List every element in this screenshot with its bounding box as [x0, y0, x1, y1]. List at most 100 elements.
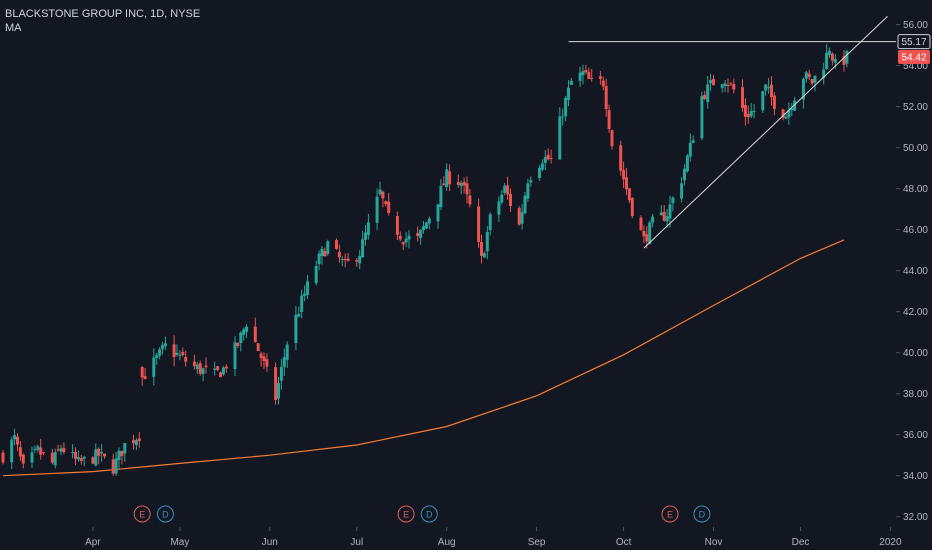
candle: [306, 274, 309, 299]
candle: [381, 190, 385, 208]
earnings-marker[interactable]: E: [397, 505, 415, 523]
candle: [239, 331, 243, 352]
candle-body: [274, 367, 278, 400]
candle-body: [323, 251, 327, 257]
price-axis[interactable]: 32.00 34.00 36.00 38.00 40.00 42.00 44.00 46.00…: [896, 20, 928, 523]
candle-body: [691, 140, 695, 143]
marker-circle: [420, 505, 438, 523]
candle-body: [456, 182, 460, 185]
candle-body: [74, 452, 77, 459]
candle-body: [671, 197, 675, 204]
rising-trend-line[interactable]: [643, 16, 888, 249]
candle-body: [540, 163, 544, 170]
candle-body: [587, 71, 591, 79]
candle: [680, 176, 684, 203]
candle: [468, 189, 472, 208]
candle: [764, 84, 768, 96]
candle-body: [720, 84, 724, 88]
candle-body: [477, 206, 481, 242]
y-tick-label: 34.00: [903, 471, 928, 482]
candle-body: [39, 447, 43, 455]
candle-body: [825, 52, 829, 70]
candle-body: [282, 357, 286, 367]
candle: [564, 95, 568, 122]
indicator-label[interactable]: MA: [5, 22, 22, 34]
candle-body: [712, 78, 715, 86]
candle-body: [76, 457, 80, 460]
candle: [509, 188, 512, 212]
candle-body: [216, 366, 220, 370]
candle-body: [581, 71, 585, 76]
candle-body: [723, 83, 727, 87]
candle-body: [340, 259, 344, 261]
candle-body: [204, 365, 208, 368]
candle-body: [137, 438, 141, 442]
time-axis[interactable]: Apr May Jun Jul Aug Sep Oct Nov Dec 2020: [85, 527, 902, 548]
candle: [801, 77, 805, 109]
candle: [538, 165, 541, 181]
candle: [262, 352, 266, 369]
candle: [558, 107, 562, 160]
candle-body: [82, 456, 86, 459]
candle: [477, 198, 481, 248]
candle-body: [538, 167, 541, 179]
candle: [436, 204, 440, 230]
candle-body: [709, 80, 713, 84]
candle: [398, 231, 402, 242]
candle: [500, 189, 504, 205]
price-label-box: [898, 50, 930, 65]
candle-body: [468, 195, 472, 205]
candle-body: [358, 255, 362, 264]
candle: [59, 445, 63, 456]
candle: [158, 347, 162, 360]
candle-body: [337, 251, 341, 258]
candle: [683, 164, 686, 186]
candle: [610, 129, 614, 150]
candle: [320, 246, 324, 265]
candle: [746, 105, 750, 124]
drawings-layer[interactable]: [568, 16, 897, 249]
candle: [569, 78, 573, 86]
last-price-label: 54.42: [898, 50, 930, 65]
x-tick-label: Oct: [616, 537, 632, 548]
candle: [604, 78, 608, 117]
candle-body: [665, 216, 669, 222]
earnings-marker[interactable]: E: [133, 505, 151, 523]
dividend-marker[interactable]: D: [693, 505, 711, 523]
y-tick-label: 54.00: [903, 61, 928, 72]
candle-body: [103, 453, 106, 457]
dividend-marker[interactable]: D: [156, 505, 174, 523]
candle-body: [94, 449, 98, 466]
candle-body: [219, 372, 222, 378]
candle: [462, 177, 466, 194]
candle-body: [155, 355, 159, 358]
candle-body: [384, 201, 388, 204]
candle-body: [830, 53, 834, 61]
candle: [120, 450, 124, 465]
symbol-title[interactable]: BLACKSTONE GROUP INC, 1D, NYSE: [5, 8, 201, 20]
candle-body: [30, 452, 34, 463]
candle-body: [578, 72, 582, 81]
candle: [297, 306, 301, 318]
candle: [404, 232, 408, 248]
candle-body: [381, 191, 385, 199]
candle: [546, 148, 550, 161]
candle-body: [59, 448, 63, 452]
candle-body: [132, 440, 135, 444]
candle: [314, 260, 318, 286]
candle: [233, 336, 237, 377]
earnings-marker[interactable]: E: [661, 505, 679, 523]
candle: [416, 226, 420, 242]
candle-body: [262, 356, 266, 362]
candle-body: [482, 253, 486, 258]
candle-body: [192, 361, 196, 367]
candle-body: [343, 258, 347, 261]
dividend-marker[interactable]: D: [420, 505, 438, 523]
candle: [642, 225, 646, 244]
candle: [587, 67, 591, 79]
candle-body: [233, 342, 237, 369]
candle-body: [242, 329, 246, 335]
